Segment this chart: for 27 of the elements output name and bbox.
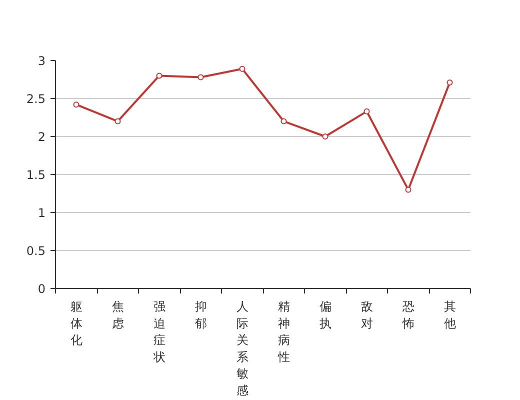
x-tick-label: 强迫症状 [152,300,166,364]
y-tick-label: 2.5 [26,92,46,106]
point [73,102,80,108]
point [239,66,246,72]
x-tick-label: 恐怖 [401,300,414,330]
x-tick-label: 其他 [444,300,456,330]
x-tick-label: 人际关系敏感 [236,300,248,398]
y-tick-label: 2 [38,130,46,144]
y-tick-label: 0.5 [26,244,46,258]
x-tick-label: 精神病性 [276,300,290,364]
point [156,72,162,79]
point [322,134,328,140]
x-tick-label: 抑郁 [194,300,207,330]
y-tick-label: 0 [38,282,46,296]
x-tick-label: 焦虑 [112,300,124,330]
point [364,108,370,114]
point [114,118,121,124]
y-tick-label: 1 [38,206,46,220]
point [198,74,204,80]
point [280,118,287,124]
point [446,80,453,86]
y-tick-label: 3 [38,54,46,68]
y-tick-label: 1.5 [26,168,46,182]
x-tick-label: 躯体化 [70,300,82,348]
point [405,186,412,193]
x-tick-label: 敌对 [360,300,373,330]
x-tick-label: 偏执 [319,300,332,330]
